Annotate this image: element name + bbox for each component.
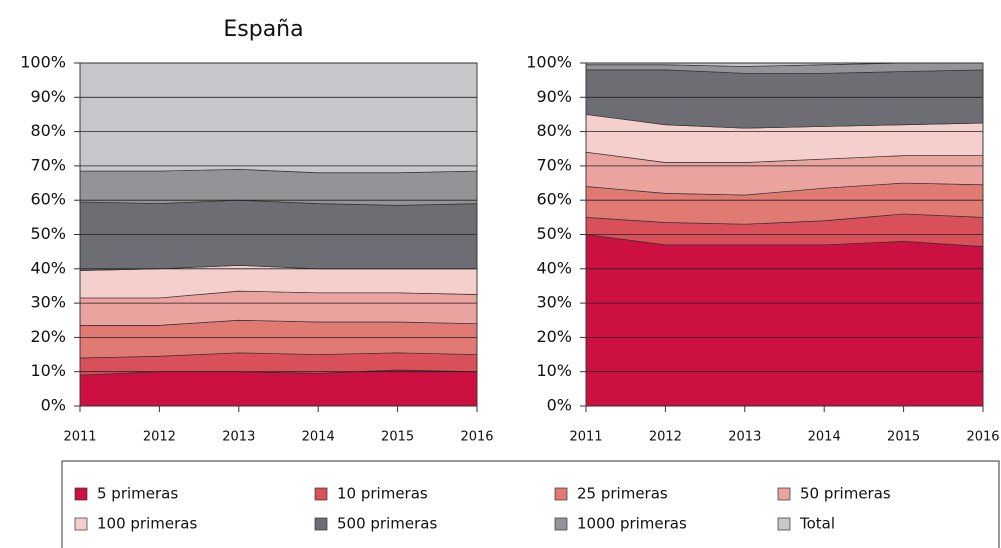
chart-title: España xyxy=(223,17,303,42)
y-tick-label: 50% xyxy=(30,224,66,243)
legend-label: 5 primeras xyxy=(97,485,178,503)
y-tick-label: 0% xyxy=(41,396,66,415)
y-tick-label: 100% xyxy=(526,53,572,72)
legend-label: 25 primeras xyxy=(577,485,668,503)
y-tick-label: 30% xyxy=(30,293,66,312)
x-tick-label: 2011 xyxy=(569,430,602,445)
plot-border xyxy=(585,62,984,407)
x-tick-label: 2015 xyxy=(381,430,414,445)
y-tick-label: 70% xyxy=(30,155,66,174)
y-tick-label: 40% xyxy=(30,258,66,277)
x-tick-label: 2013 xyxy=(728,430,761,445)
area xyxy=(79,319,478,359)
legend-label: 10 primeras xyxy=(337,485,428,503)
y-tick-label: 80% xyxy=(30,121,66,140)
y-tick-label: 20% xyxy=(30,327,66,346)
legend-swatch xyxy=(777,487,791,501)
area xyxy=(79,62,478,174)
legend-swatch xyxy=(74,487,88,501)
y-tick-label: 10% xyxy=(30,361,66,380)
x-tick-label: 2013 xyxy=(222,430,255,445)
x-tick-label: 2016 xyxy=(460,430,493,445)
area xyxy=(79,369,478,407)
y-tick-label: 10% xyxy=(536,361,572,380)
legend-swatch xyxy=(314,487,328,501)
x-tick-label: 2014 xyxy=(808,430,841,445)
y-tick-label: 60% xyxy=(30,190,66,209)
x-tick-label: 2014 xyxy=(302,430,335,445)
x-tick-label: 2016 xyxy=(966,430,999,445)
y-tick-label: 30% xyxy=(536,293,572,312)
y-tick-label: 80% xyxy=(536,121,572,140)
plot-border xyxy=(79,62,478,407)
x-tick-label: 2012 xyxy=(143,430,176,445)
x-tick-label: 2015 xyxy=(887,430,920,445)
area xyxy=(79,199,478,271)
legend-swatch xyxy=(74,517,88,531)
y-tick-label: 60% xyxy=(536,190,572,209)
legend-label: 100 primeras xyxy=(97,515,197,533)
x-tick-label: 2011 xyxy=(63,430,96,445)
y-tick-label: 90% xyxy=(30,87,66,106)
y-tick-label: 0% xyxy=(547,396,572,415)
legend-swatch xyxy=(314,517,328,531)
legend-label: 1000 primeras xyxy=(577,515,687,533)
legend-swatch xyxy=(777,517,791,531)
y-tick-label: 40% xyxy=(536,258,572,277)
y-tick-label: 50% xyxy=(536,224,572,243)
legend-swatch xyxy=(554,517,568,531)
legend-box xyxy=(61,460,1000,548)
area xyxy=(585,69,984,129)
x-tick-label: 2012 xyxy=(649,430,682,445)
legend-label: Total xyxy=(799,515,835,533)
y-tick-label: 70% xyxy=(536,155,572,174)
y-tick-label: 100% xyxy=(20,53,66,72)
legend-label: 500 primeras xyxy=(337,515,437,533)
area xyxy=(585,234,984,407)
legend-swatch xyxy=(554,487,568,501)
legend-label: 50 primeras xyxy=(800,485,891,503)
y-tick-label: 90% xyxy=(536,87,572,106)
y-tick-label: 20% xyxy=(536,327,572,346)
